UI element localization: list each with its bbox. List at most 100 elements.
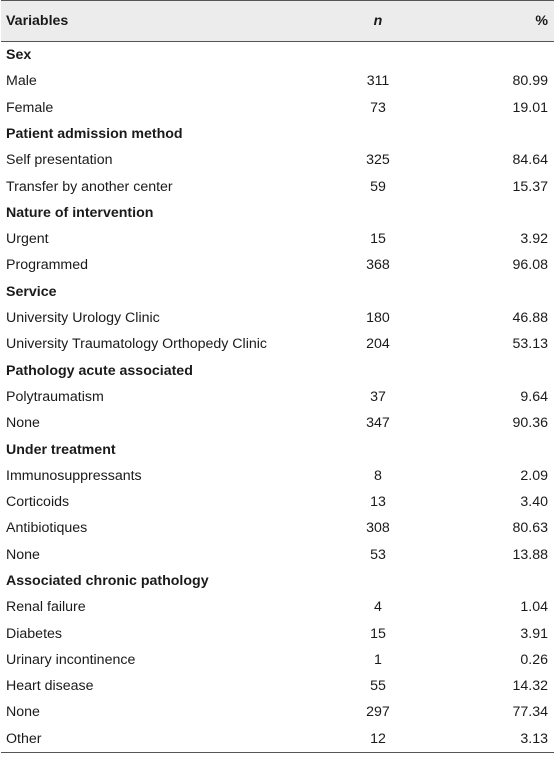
table-row: None 53 13.88 [1,542,554,568]
row-label: Immunosuppressants [6,467,142,484]
table-row: Polytraumatism 37 9.64 [1,384,554,410]
row-percent: 14.32 [512,678,548,695]
row-n: 311 [366,73,390,90]
table-row: Programmed 368 96.08 [1,252,554,278]
table-row: Heart disease 55 14.32 [1,673,554,699]
row-label: Antibiotiques [6,520,88,537]
row-label: Urinary incontinence [6,651,136,668]
section-title: Under treatment [6,441,116,458]
row-percent: 3.91 [520,625,548,642]
row-n: 37 [370,388,386,405]
section-row: Nature of intervention [1,200,554,226]
table-row: Other 12 3.13 [1,725,554,754]
row-n: 1 [374,651,382,668]
row-n: 297 [366,704,390,721]
section-row: Associated chronic pathology [1,568,554,594]
table-row: Transfer by another center 59 15.37 [1,173,554,199]
row-n: 347 [366,415,390,432]
row-percent: 84.64 [512,152,548,169]
row-percent: 1.04 [520,599,548,616]
section-title: Sex [6,47,32,64]
header-n: n [328,0,428,42]
table-row: None 347 90.36 [1,410,554,436]
row-percent: 46.88 [512,310,548,327]
row-n: 204 [366,336,390,353]
header-row: Variables n % [1,0,554,42]
row-n: 8 [374,467,382,484]
table-row: Self presentation 325 84.64 [1,147,554,173]
section-title: Nature of intervention [6,204,154,221]
table-row: University Urology Clinic 180 46.88 [1,305,554,331]
row-label: University Urology Clinic [6,310,160,327]
row-label: None [6,546,40,563]
header-variables: Variables [1,0,328,42]
row-label: Renal failure [6,599,86,616]
row-label: Corticoids [6,494,70,511]
table-row: Renal failure 4 1.04 [1,594,554,620]
row-percent: 15.37 [512,178,548,195]
row-percent: 3.40 [520,494,548,511]
row-percent: 19.01 [512,99,548,116]
row-percent: 2.09 [520,467,548,484]
row-label: Male [6,73,37,90]
row-percent: 80.99 [512,73,548,90]
data-table: Variables n % Sex Male 311 80.99 Female 73 19.… [1,0,554,754]
row-label: Diabetes [6,625,62,642]
row-label: Self presentation [6,152,113,169]
section-row: Under treatment [1,436,554,462]
section-title: Pathology acute associated [6,362,193,379]
row-percent: 80.63 [512,520,548,537]
row-label: Urgent [6,231,49,248]
row-n: 12 [328,725,428,754]
table-row: Female 73 19.01 [1,95,554,121]
row-label: Programmed [6,257,89,274]
table-row: Male 311 80.99 [1,68,554,94]
table-row: Corticoids 13 3.40 [1,489,554,515]
row-n: 53 [370,546,386,563]
row-label: Heart disease [6,678,94,695]
row-percent: 53.13 [512,336,548,353]
row-n: 15 [370,231,386,248]
section-row: Patient admission method [1,121,554,147]
row-label: None [6,704,40,721]
table-row: Antibiotiques 308 80.63 [1,515,554,541]
row-percent: 77.34 [512,704,548,721]
row-n: 308 [366,520,390,537]
row-n: 55 [370,678,386,695]
row-label: University Traumatology Orthopedy Clinic [6,336,267,353]
table-row: Urinary incontinence 1 0.26 [1,647,554,673]
header-n-label: n [373,13,383,29]
row-percent: 3.92 [520,231,548,248]
section-row: Sex [1,42,554,69]
row-n: 15 [370,625,386,642]
row-percent: 90.36 [512,415,548,432]
row-n: 368 [366,257,390,274]
section-row: Pathology acute associated [1,358,554,384]
table-row: Urgent 15 3.92 [1,226,554,252]
row-label: Transfer by another center [6,178,173,195]
row-n: 73 [370,99,386,116]
row-percent: 13.88 [512,546,548,563]
row-n: 59 [370,178,386,195]
row-percent: 96.08 [512,257,548,274]
table-body: Sex Male 311 80.99 Female 73 19.01 Patient admi… [1,42,554,754]
section-row: Service [1,279,554,305]
section-title: Associated chronic pathology [6,572,209,589]
table-row: University Traumatology Orthopedy Clinic… [1,331,554,357]
header-percent: % [428,0,554,42]
table-row: Diabetes 15 3.91 [1,621,554,647]
row-label: Polytraumatism [6,388,104,405]
row-n: 180 [366,310,390,327]
row-label: Female [6,99,54,116]
section-title: Service [6,283,57,300]
row-label: None [6,415,40,432]
row-label: Other [1,725,328,754]
section-title: Patient admission method [6,125,183,142]
row-n: 325 [366,152,390,169]
row-percent: 3.13 [428,725,554,754]
table-row: None 297 77.34 [1,699,554,725]
row-n: 13 [370,494,386,511]
row-percent: 9.64 [520,388,548,405]
table-row: Immunosuppressants 8 2.09 [1,463,554,489]
row-n: 4 [374,599,382,616]
